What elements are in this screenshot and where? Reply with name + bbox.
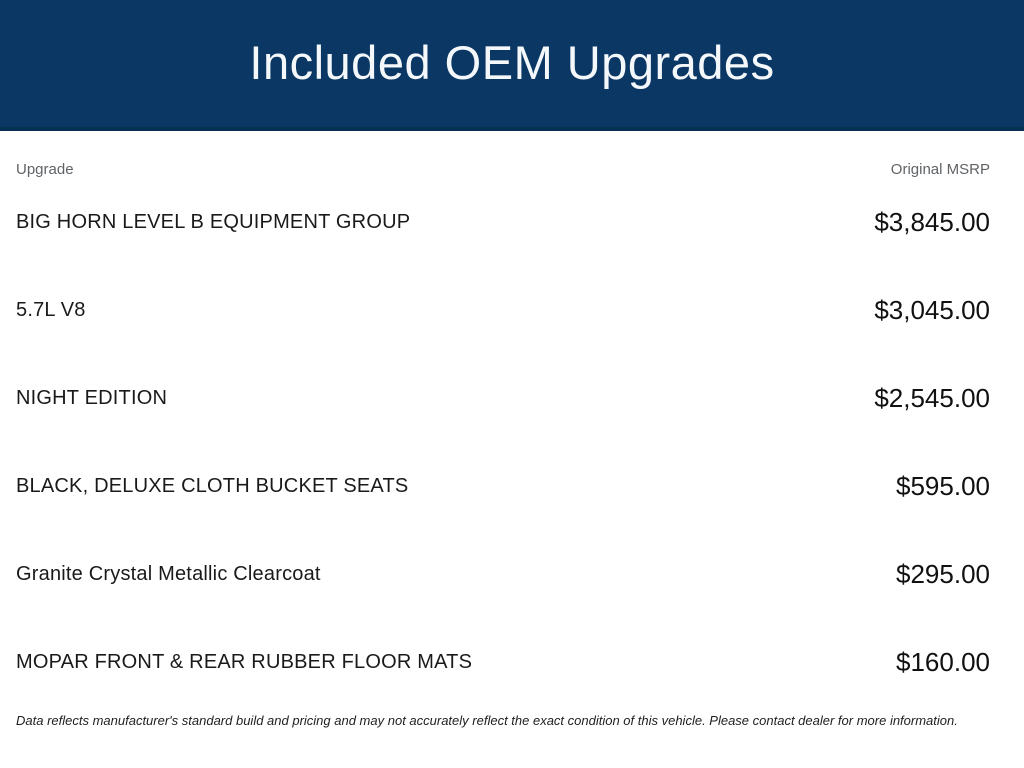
upgrade-name-cell: Granite Crystal Metallic Clearcoat <box>16 562 321 585</box>
table-row: BIG HORN LEVEL B EQUIPMENT GROUP $3,845.… <box>16 178 990 266</box>
msrp-value-cell: $3,845.00 <box>874 206 990 237</box>
upgrade-name-cell: BIG HORN LEVEL B EQUIPMENT GROUP <box>16 210 411 233</box>
upgrades-content: Upgrade Original MSRP BIG HORN LEVEL B E… <box>0 131 1024 728</box>
upgrade-name-cell: BLACK, DELUXE CLOTH BUCKET SEATS <box>16 474 409 497</box>
table-row: BLACK, DELUXE CLOTH BUCKET SEATS $595.00 <box>16 442 990 530</box>
msrp-value-cell: $595.00 <box>896 470 990 501</box>
upgrades-table-body: BIG HORN LEVEL B EQUIPMENT GROUP $3,845.… <box>16 178 990 706</box>
column-header-msrp: Original MSRP <box>890 161 990 178</box>
table-row: 5.7L V8 $3,045.00 <box>16 266 990 354</box>
header-banner: Included OEM Upgrades <box>0 0 1024 131</box>
upgrade-name-cell: 5.7L V8 <box>16 298 86 321</box>
column-header-upgrade: Upgrade <box>16 161 74 178</box>
table-row: Granite Crystal Metallic Clearcoat $295.… <box>16 530 990 618</box>
msrp-value-cell: $3,045.00 <box>874 294 990 325</box>
table-row: MOPAR FRONT & REAR RUBBER FLOOR MATS $16… <box>16 618 990 706</box>
upgrade-name-cell: NIGHT EDITION <box>16 386 168 409</box>
page-title: Included OEM Upgrades <box>249 36 775 89</box>
upgrade-name-cell: MOPAR FRONT & REAR RUBBER FLOOR MATS <box>16 650 473 673</box>
disclaimer-text: Data reflects manufacturer's standard bu… <box>16 713 958 728</box>
msrp-value-cell: $160.00 <box>896 646 990 677</box>
msrp-value-cell: $2,545.00 <box>874 382 990 413</box>
table-row: NIGHT EDITION $2,545.00 <box>16 354 990 442</box>
msrp-value-cell: $295.00 <box>896 558 990 589</box>
table-header-row: Upgrade Original MSRP <box>16 131 990 178</box>
